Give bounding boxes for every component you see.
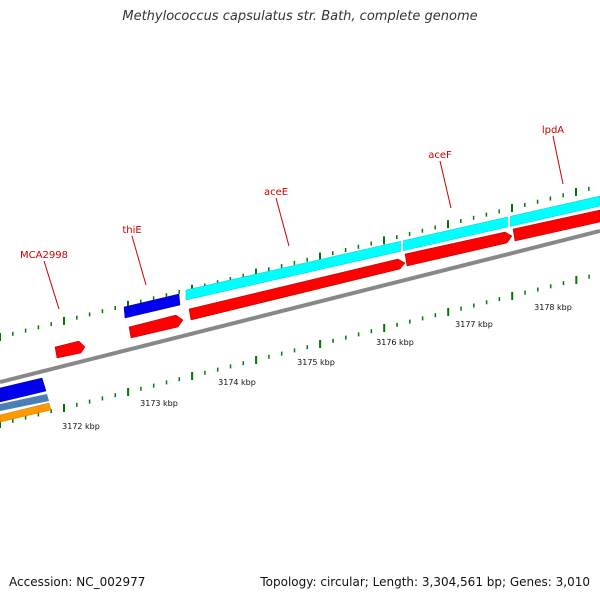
gene-label-aceE[interactable]: aceE [264, 187, 288, 198]
blue-feature-thiE[interactable] [123, 293, 181, 319]
gene-label-aceF[interactable]: aceF [428, 150, 452, 161]
scale-labels: 3172 kbp 3173 kbp 3174 kbp 3175 kbp 3176… [62, 303, 572, 431]
page-title: Methylococcus capsulatus str. Bath, comp… [122, 9, 478, 24]
gene-label-line-lpdA [552, 135, 564, 185]
gene-label-line-aceE [275, 197, 290, 247]
gene-label-line-MCA2998 [43, 260, 60, 310]
accession-label: Accession: NC_002977 [9, 575, 146, 589]
gene-labels: MCA2998 thiE aceE aceF lpdA [20, 125, 564, 310]
gene-label-MCA2998[interactable]: MCA2998 [20, 250, 68, 261]
scale-label: 3177 kbp [455, 320, 493, 329]
feature-tracks [0, 195, 600, 423]
gene-label-thiE[interactable]: thiE [122, 225, 141, 236]
scale-label: 3176 kbp [376, 338, 414, 347]
scale-label: 3172 kbp [62, 422, 100, 431]
cds-arrow-MCA2998[interactable] [54, 340, 86, 359]
steel-feature-left[interactable] [0, 394, 49, 411]
gene-label-line-aceF [439, 160, 452, 209]
orange-feature-left[interactable] [0, 402, 52, 423]
cds-arrow-aceF[interactable] [404, 231, 513, 267]
cds-arrow-aceE[interactable] [188, 258, 406, 321]
lower-tick-track [0, 274, 590, 428]
cyan-feature-band[interactable] [185, 195, 600, 301]
blue-feature-left[interactable] [0, 377, 47, 403]
upper-tick-track [0, 186, 590, 341]
cds-arrow-thiE[interactable] [128, 314, 184, 339]
scale-label: 3174 kbp [218, 378, 256, 387]
genome-backbone [0, 229, 600, 384]
scale-label: 3173 kbp [140, 399, 178, 408]
genome-stats-label: Topology: circular; Length: 3,304,561 bp… [260, 575, 590, 589]
gene-label-lpdA[interactable]: lpdA [542, 125, 564, 136]
scale-label: 3175 kbp [297, 358, 335, 367]
scale-label: 3178 kbp [534, 303, 572, 312]
gene-label-line-thiE [131, 235, 147, 286]
cds-arrow-lpdA[interactable] [512, 209, 600, 242]
